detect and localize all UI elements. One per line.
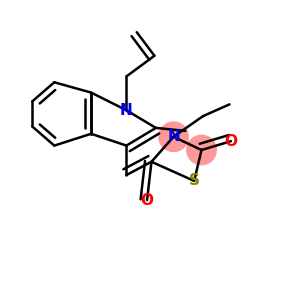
Text: N: N <box>167 129 180 144</box>
Circle shape <box>159 122 188 152</box>
Text: O: O <box>224 134 238 149</box>
Text: O: O <box>141 193 154 208</box>
Text: S: S <box>189 173 200 188</box>
Text: N: N <box>120 103 133 118</box>
Circle shape <box>187 135 216 165</box>
